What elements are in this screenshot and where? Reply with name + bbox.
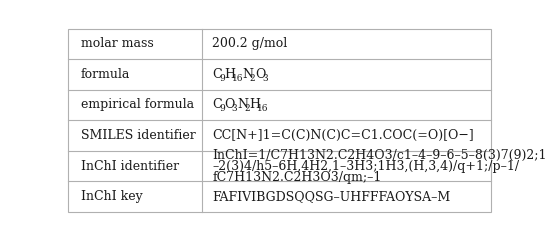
Text: –2(3)4/h5–6H,4H2,1–3H3;1H3,(H,3,4)/q+1;/p–1/: –2(3)4/h5–6H,4H2,1–3H3;1H3,(H,3,4)/q+1;/…	[212, 159, 519, 173]
Text: H: H	[224, 68, 236, 81]
Text: fC7H13N2.C2H3O3/qm;–1: fC7H13N2.C2H3O3/qm;–1	[212, 170, 382, 183]
Text: InChI=1/C7H13N2.C2H4O3/c1–4–9–6–5–8(3)7(9)2;1–5: InChI=1/C7H13N2.C2H4O3/c1–4–9–6–5–8(3)7(…	[212, 149, 546, 162]
Text: H: H	[250, 99, 260, 111]
Text: 3: 3	[232, 104, 238, 113]
Text: 9: 9	[219, 104, 225, 113]
Text: CC[N+]1=C(C)N(C)C=C1.COC(=O)[O−]: CC[N+]1=C(C)N(C)C=C1.COC(=O)[O−]	[212, 129, 474, 142]
Text: O: O	[255, 68, 265, 81]
Text: 16: 16	[232, 74, 244, 83]
Text: 2: 2	[244, 104, 250, 113]
Text: C: C	[212, 68, 222, 81]
Text: molar mass: molar mass	[81, 37, 153, 50]
Text: SMILES identifier: SMILES identifier	[81, 129, 195, 142]
Text: formula: formula	[81, 68, 130, 81]
Text: 2: 2	[250, 74, 255, 83]
Text: 200.2 g/mol: 200.2 g/mol	[212, 37, 287, 50]
Text: 9: 9	[219, 74, 225, 83]
Text: 3: 3	[262, 74, 268, 83]
Text: O: O	[224, 99, 235, 111]
Text: FAFIVIBGDSQQSG–UHFFFAOYSA–M: FAFIVIBGDSQQSG–UHFFFAOYSA–M	[212, 190, 450, 203]
Text: N: N	[242, 68, 253, 81]
Text: InChI key: InChI key	[81, 190, 143, 203]
Text: N: N	[237, 99, 248, 111]
Text: C: C	[212, 99, 222, 111]
Text: 16: 16	[257, 104, 268, 113]
Text: empirical formula: empirical formula	[81, 99, 194, 111]
Text: InChI identifier: InChI identifier	[81, 159, 179, 173]
